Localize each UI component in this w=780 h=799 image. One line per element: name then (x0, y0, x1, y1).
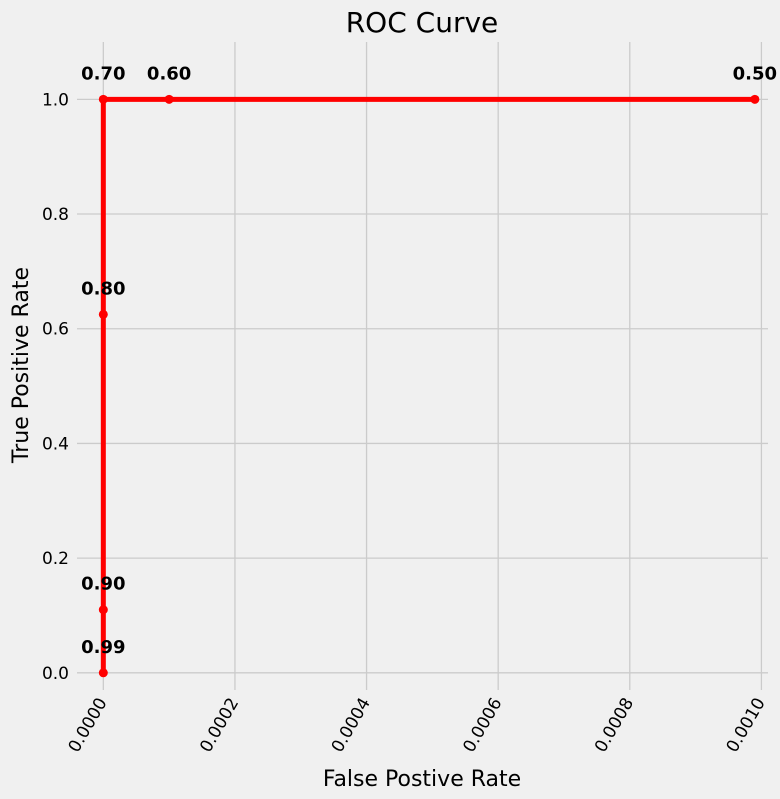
y-axis-label: True Positive Rate (9, 267, 34, 464)
roc-point (98, 94, 108, 104)
y-tick-label: 0.8 (42, 205, 69, 225)
threshold-label: 0.60 (147, 63, 191, 84)
x-tick-label: 0.0000 (65, 695, 112, 757)
threshold-label: 0.99 (81, 637, 125, 658)
roc-curve-line (100, 96, 758, 676)
threshold-label: 0.50 (733, 63, 777, 84)
roc-point (98, 668, 108, 678)
grid-layer (77, 42, 768, 690)
roc-point (98, 605, 108, 615)
chart-title: ROC Curve (346, 6, 499, 39)
threshold-label: 0.70 (81, 63, 125, 84)
roc-point (750, 94, 760, 104)
x-tick-label: 0.0002 (196, 695, 243, 757)
tick-layer: 0.0 0.2 0.4 0.6 0.8 1.0 0.0000 0.0002 0.0004 0.00… (42, 90, 770, 756)
y-tick-label: 0.4 (42, 434, 69, 454)
roc-point (98, 309, 108, 319)
x-axis-label: False Postive Rate (323, 767, 521, 792)
x-tick-label: 0.0006 (459, 695, 506, 757)
y-tick-label: 0.0 (42, 664, 69, 684)
roc-point (164, 94, 174, 104)
point-label-layer: 0.99 0.90 0.80 0.70 0.60 0.50 (81, 63, 777, 657)
threshold-label: 0.80 (81, 278, 125, 299)
x-tick-label: 0.0008 (591, 695, 638, 757)
series-layer (98, 94, 760, 678)
y-tick-label: 0.2 (42, 549, 69, 569)
y-tick-label: 0.6 (42, 320, 69, 340)
x-tick-label: 0.0010 (723, 695, 770, 757)
y-tick-label: 1.0 (42, 90, 69, 110)
x-tick-label: 0.0004 (328, 695, 375, 757)
threshold-label: 0.90 (81, 574, 125, 595)
